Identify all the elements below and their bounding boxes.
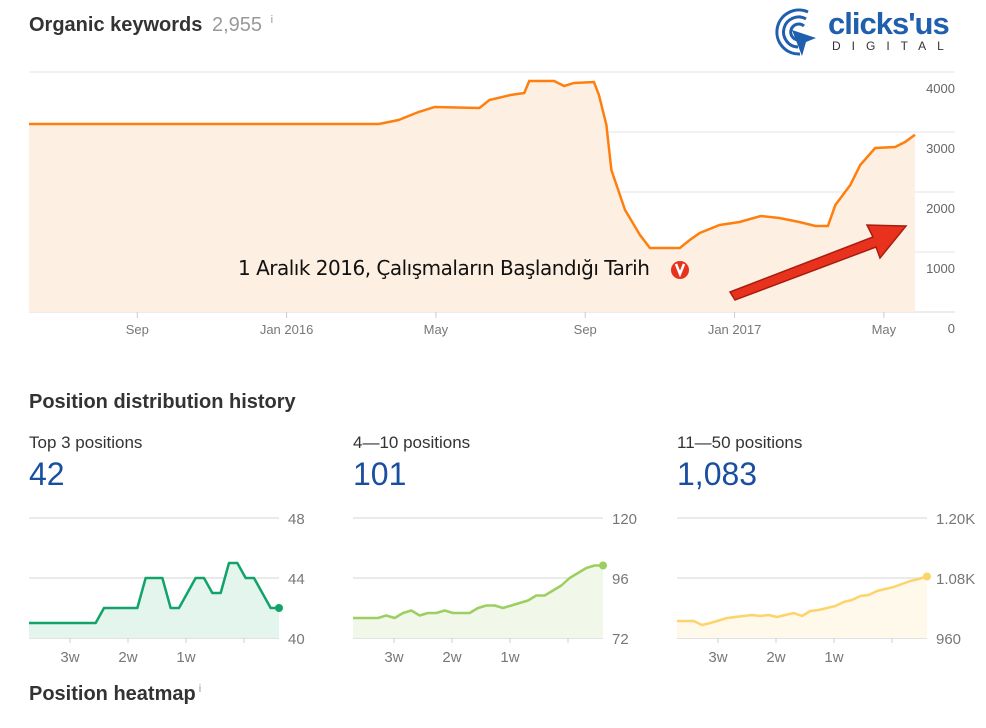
x-tick-label: 3w (60, 649, 79, 666)
last-point (599, 561, 607, 570)
area-fill (353, 565, 603, 638)
organic-keywords-header: Organic keywords 2,955 i (29, 14, 273, 37)
svg-text:clicks'us: clicks'us (828, 6, 949, 41)
organic-keywords-chart: 4000 3000 2000 1000 0 Sep Jan 2016 May Sep Jan 20… (29, 71, 955, 337)
y-tick-label: 48 (288, 511, 305, 528)
page-title: Organic keywords (29, 14, 203, 36)
series-line (29, 561, 279, 625)
y-tick-label: 1.08K (936, 571, 975, 588)
x-tick-label: May (424, 322, 449, 337)
x-tick-label: 2w (118, 649, 137, 666)
y-tick-label: 1000 (926, 261, 955, 276)
top3-value: 42 (29, 456, 65, 492)
y-tick-label: 44 (288, 571, 305, 588)
x-tick-label: 3w (708, 649, 727, 666)
x-tick-label: 3w (384, 649, 403, 666)
y-tick-label: 40 (288, 631, 305, 648)
x-tick-label: 1w (824, 649, 843, 666)
last-point (923, 572, 931, 581)
y-tick-label: 120 (612, 511, 637, 528)
info-icon[interactable]: i (270, 14, 274, 26)
top3-sparkline: 48 44 40 3w 2w 1w (29, 511, 305, 666)
keyword-count: 2,955 (211, 14, 263, 36)
y-tick-label: 960 (936, 631, 961, 648)
series-line (677, 575, 928, 627)
x-tick-label: Jan 2016 (260, 322, 314, 337)
last-point (275, 604, 283, 612)
x-tick-label: 2w (766, 649, 785, 666)
y-tick-label: 2000 (926, 201, 955, 216)
x-tick-label: Sep (574, 322, 597, 337)
x-tick-label: 1w (500, 649, 519, 666)
section-title-distribution: Position distribution history (29, 391, 296, 413)
area-fill (677, 576, 927, 638)
pos4-10-label: 4—10 positions (353, 433, 471, 452)
x-tick-label: 1w (176, 649, 195, 666)
annotation-text: 1 Aralık 2016, Çalışmaların Başlandığı T… (238, 256, 650, 280)
top3-label: Top 3 positions (29, 433, 143, 452)
svg-text:DIGITAL: DIGITAL (832, 39, 955, 53)
y-tick-label: 72 (612, 631, 629, 648)
x-tick-label: Sep (126, 322, 149, 337)
series-line (353, 564, 603, 620)
heatmap-title: Position heatmap (29, 683, 196, 705)
y-tick-label: 0 (948, 321, 955, 336)
x-tick-label: 2w (442, 649, 461, 666)
clicksus-logo: clicks'us DIGITAL (775, 6, 955, 56)
area-fill (29, 563, 279, 638)
area-fill (29, 81, 915, 312)
pos11-50-sparkline: 1.20K 1.08K 960 3w 2w 1w (677, 511, 975, 666)
x-tick-label: May (872, 322, 897, 337)
pos11-50-label: 11—50 positions (677, 433, 803, 452)
y-tick-label: 3000 (926, 141, 955, 156)
x-tick-label: Jan 2017 (708, 322, 762, 337)
y-tick-label: 1.20K (936, 511, 975, 528)
info-icon[interactable]: i (198, 683, 202, 695)
pos4-10-value: 101 (353, 456, 407, 492)
pos11-50-value: 1,083 (677, 456, 758, 492)
series-line (29, 79, 916, 250)
pos4-10-sparkline: 120 96 72 3w 2w 1w (353, 511, 637, 666)
section-title-heatmap: Position heatmap i (29, 683, 201, 706)
y-tick-label: 96 (612, 571, 629, 588)
annotation-arrow (671, 224, 908, 301)
y-tick-label: 4000 (926, 81, 955, 96)
